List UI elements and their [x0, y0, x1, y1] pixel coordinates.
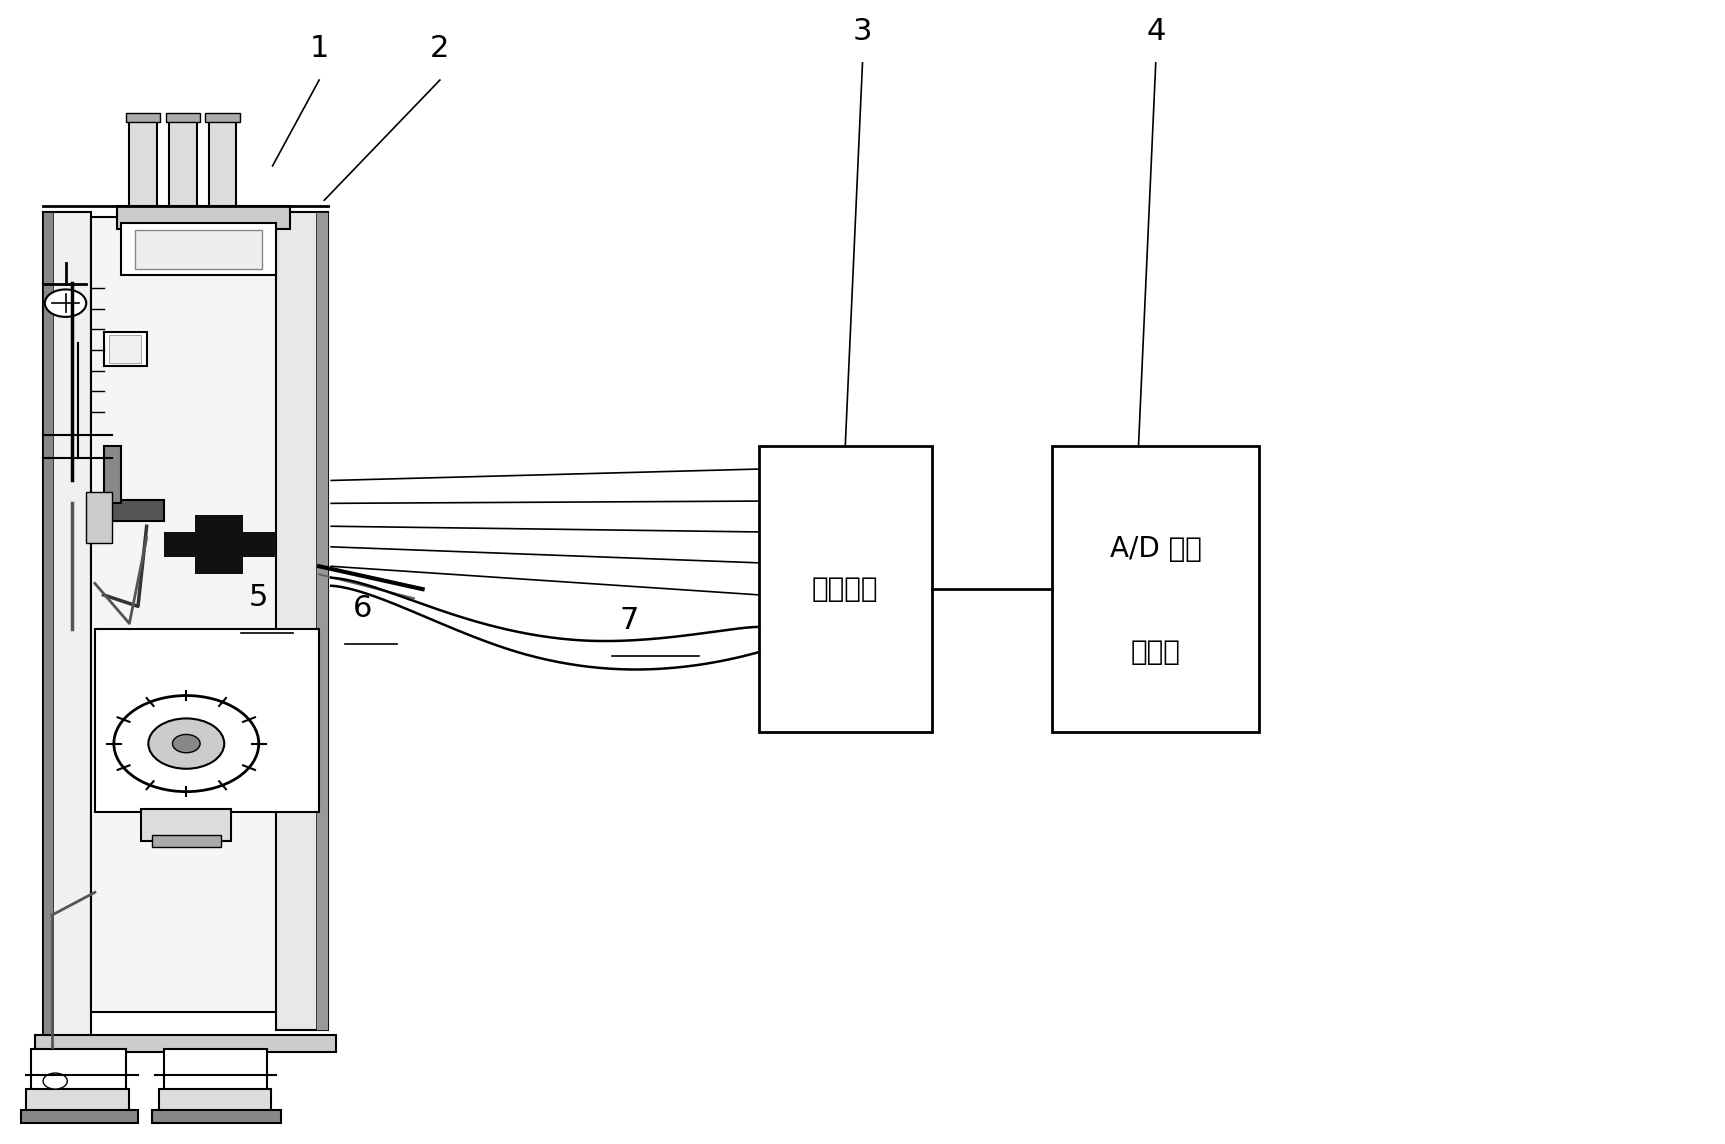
Circle shape — [148, 718, 224, 769]
Bar — [104, 446, 121, 503]
Bar — [152, 835, 221, 847]
Bar — [129, 120, 157, 206]
Bar — [276, 212, 328, 1030]
Bar — [205, 113, 240, 122]
Bar — [86, 492, 112, 543]
Bar — [152, 1110, 281, 1123]
Bar — [117, 206, 290, 229]
Circle shape — [43, 1073, 67, 1089]
Text: A/D 转换: A/D 转换 — [1109, 535, 1202, 563]
Text: 6: 6 — [352, 595, 373, 623]
Bar — [109, 335, 141, 363]
Bar — [26, 1089, 129, 1112]
Bar — [121, 223, 276, 275]
Bar — [21, 1110, 138, 1123]
Text: 计算机: 计算机 — [1132, 638, 1180, 666]
Circle shape — [114, 696, 259, 792]
Bar — [159, 1089, 271, 1112]
Bar — [91, 217, 290, 1012]
Circle shape — [172, 734, 200, 753]
Bar — [43, 212, 53, 1047]
Bar — [166, 113, 200, 122]
Text: 4: 4 — [1145, 17, 1166, 46]
Bar — [104, 500, 164, 521]
Text: 3: 3 — [852, 17, 873, 46]
Bar — [126, 113, 160, 122]
Text: 1: 1 — [309, 34, 329, 63]
Bar — [164, 1049, 267, 1093]
Bar — [43, 212, 91, 1047]
Bar — [104, 332, 147, 366]
Bar — [95, 629, 319, 812]
Text: 信号调理: 信号调理 — [812, 575, 878, 603]
Bar — [31, 1049, 126, 1093]
Bar — [316, 212, 328, 1030]
Bar — [195, 515, 243, 574]
Bar — [135, 230, 262, 269]
Circle shape — [45, 289, 86, 317]
Text: 7: 7 — [619, 606, 640, 635]
Text: 5: 5 — [248, 583, 269, 612]
Bar — [169, 120, 197, 206]
Bar — [141, 809, 231, 841]
Bar — [209, 120, 236, 206]
Bar — [759, 446, 932, 732]
Bar — [1052, 446, 1259, 732]
Bar — [34, 1035, 336, 1052]
Text: 2: 2 — [430, 34, 450, 63]
Bar — [164, 532, 276, 557]
